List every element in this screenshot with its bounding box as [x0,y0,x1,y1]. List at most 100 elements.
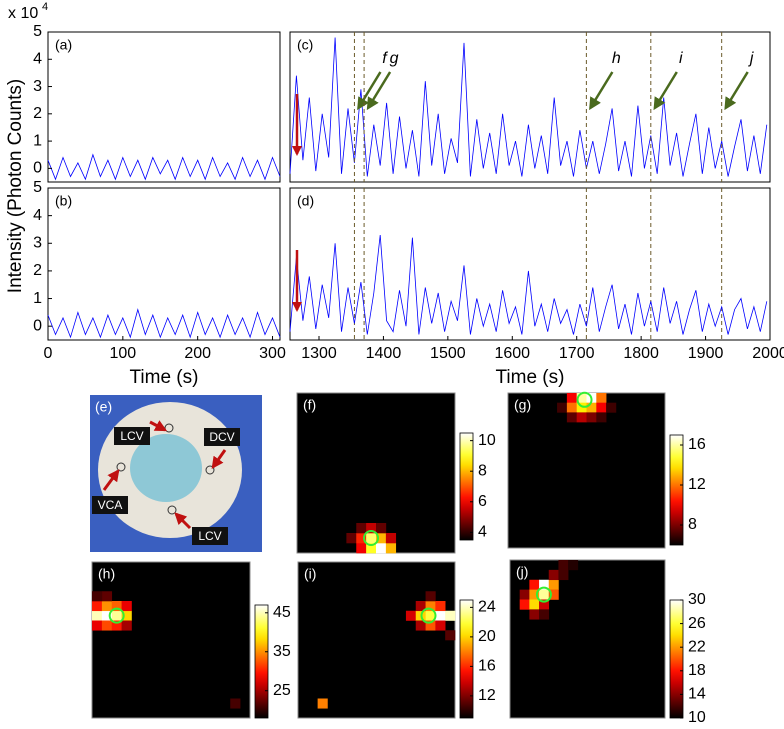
heat-cell [435,610,446,621]
heat-cell [576,393,587,403]
colorbar-tick-label: 20 [478,628,496,645]
colorbar-tick-label: 10 [478,432,496,449]
heat-cell [606,402,617,413]
pointer-arrow [102,469,120,491]
vessel-label: LCV [198,529,221,543]
location-circle [535,586,552,603]
location-circle [576,391,593,408]
heat-cell [121,620,132,631]
y-tick-label: 2 [33,105,42,122]
colorbar [254,604,269,719]
colorbar-tick-label: 35 [273,643,291,660]
heat-cell [346,533,357,544]
y-tick-label: 1 [33,132,42,149]
heat-cell [529,579,540,590]
label-box [192,527,228,545]
marker-label: f [382,50,388,67]
heat-cell [425,610,436,621]
colorbar-tick-label: 12 [478,687,496,704]
heat-cell [92,610,103,621]
marker-arrow [366,71,392,111]
heat-cell [376,533,387,544]
heat-cell [92,591,103,602]
x-tick-label: 100 [109,345,136,362]
y-axis-label: Intensity (Photon Counts) [5,79,26,293]
y-tick-label: 4 [33,50,42,67]
marker-arrow [724,71,749,111]
colorbar [459,432,474,541]
heat-cell [435,601,446,612]
heat-cell [576,402,587,413]
colorbar-tick-label: 22 [688,638,706,655]
panel-label: (h) [98,566,115,582]
pointer-arrow [174,512,192,530]
panel-label: (d) [297,193,314,209]
heat-cell [101,601,113,612]
marker-label: j [748,50,754,67]
heat-cell [519,589,530,600]
y-tick-label: 5 [33,179,42,196]
y-tick-label: 5 [33,23,42,40]
heat-cell [101,591,113,602]
marker-label: i [679,50,683,67]
heat-cell [92,601,103,612]
heat-cell [548,569,559,581]
x-tick-label: 300 [259,345,286,362]
trace [47,308,281,339]
heat-cell [230,698,241,709]
colorbar [459,599,474,719]
colorbar-tick-label: 6 [478,493,487,510]
colorbar-tick-label: 16 [688,436,706,453]
heat-cell [566,402,577,413]
heat-cell [548,579,559,590]
heat-cell [385,533,397,544]
x-tick-label: 1700 [559,345,595,362]
heat-cell [111,620,122,631]
location-circle [363,530,380,546]
heat-cell [121,610,132,621]
heat-cell [111,601,122,612]
heat-cell [566,393,577,403]
y-tick-label: 4 [33,207,42,224]
heat-cell [385,543,397,554]
label-box [204,428,240,446]
panel-label: (i) [304,566,316,582]
colorbar-tick-label: 18 [688,662,706,679]
heat-cell [121,601,132,612]
marker-arrow [653,71,678,111]
photo-panel: (e) LCV DCV VCA LCV [90,395,262,552]
heat-cell [415,620,426,631]
trace [289,234,768,335]
panel-label: (j) [516,564,528,580]
vessel-label: LCV [120,429,143,443]
heat-cell [539,609,550,620]
heat-cell [356,533,367,544]
trace [289,37,768,177]
heat-cell [558,560,569,571]
vessel-marker [167,505,177,515]
heat-cell [425,601,436,612]
marker-arrow [357,71,382,111]
x-tick-label: 1600 [494,345,530,362]
trace [47,153,281,181]
colorbar-tick-label: 16 [478,658,496,675]
heatmap-background [91,561,251,719]
colorbar [669,599,684,719]
vessel-label: VCA [98,498,123,512]
heat-cell [445,610,456,621]
heat-cell [586,402,597,413]
heat-cell [376,523,387,534]
y-tick-label: 1 [33,290,42,307]
label-box [114,427,150,445]
colorbar-tick-label: 24 [478,599,496,616]
y-scale-exponent: 4 [42,1,48,13]
vessel-lumen [130,434,202,502]
panel-label: (e) [95,399,112,415]
x-axis-label: Time (s) [496,367,565,388]
x-tick-label: 0 [44,345,53,362]
panel-label: (f) [303,397,316,413]
x-tick-label: 1900 [688,345,724,362]
colorbar-tick-label: 8 [478,462,487,479]
heat-cell [539,599,550,610]
